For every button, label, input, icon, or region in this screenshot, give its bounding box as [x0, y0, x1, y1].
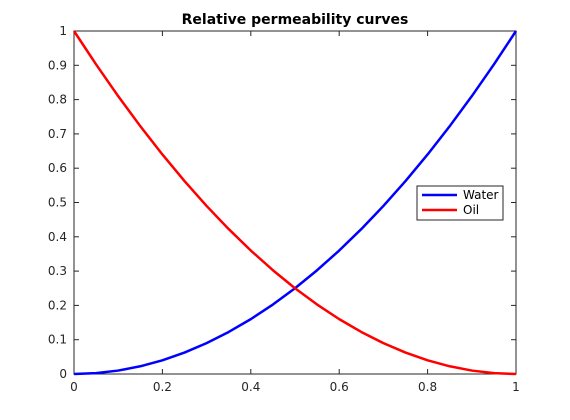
y-tick-label: 0.3 [48, 264, 67, 278]
y-tick-label: 0.9 [48, 58, 67, 72]
chart-title: Relative permeability curves [182, 12, 409, 28]
legend-label-oil: Oil [463, 203, 479, 217]
x-tick-label: 1 [512, 380, 520, 394]
series-group [72, 30, 518, 376]
y-tick-label: 0.6 [48, 161, 67, 175]
series-line-oil [72, 30, 517, 376]
y-tick-label: 0.8 [48, 93, 67, 107]
x-tick-label: 0 [70, 380, 78, 394]
y-tick-label: 0.1 [48, 333, 67, 347]
y-tick-label: 0 [59, 367, 67, 381]
y-tick-label: 0.7 [48, 127, 67, 141]
x-tick-label: 0.8 [418, 380, 437, 394]
x-tick-label: 0.6 [330, 380, 349, 394]
y-tick-label: 0.2 [48, 298, 67, 312]
x-tick-label: 0.2 [153, 380, 172, 394]
legend-box [416, 185, 504, 221]
y-tick-label: 1 [59, 24, 67, 38]
x-tick-label: 0.4 [241, 380, 260, 394]
y-tick-label: 0.4 [48, 230, 67, 244]
y-tick-label: 0.5 [48, 196, 67, 210]
legend-label-water: Water [463, 188, 499, 202]
